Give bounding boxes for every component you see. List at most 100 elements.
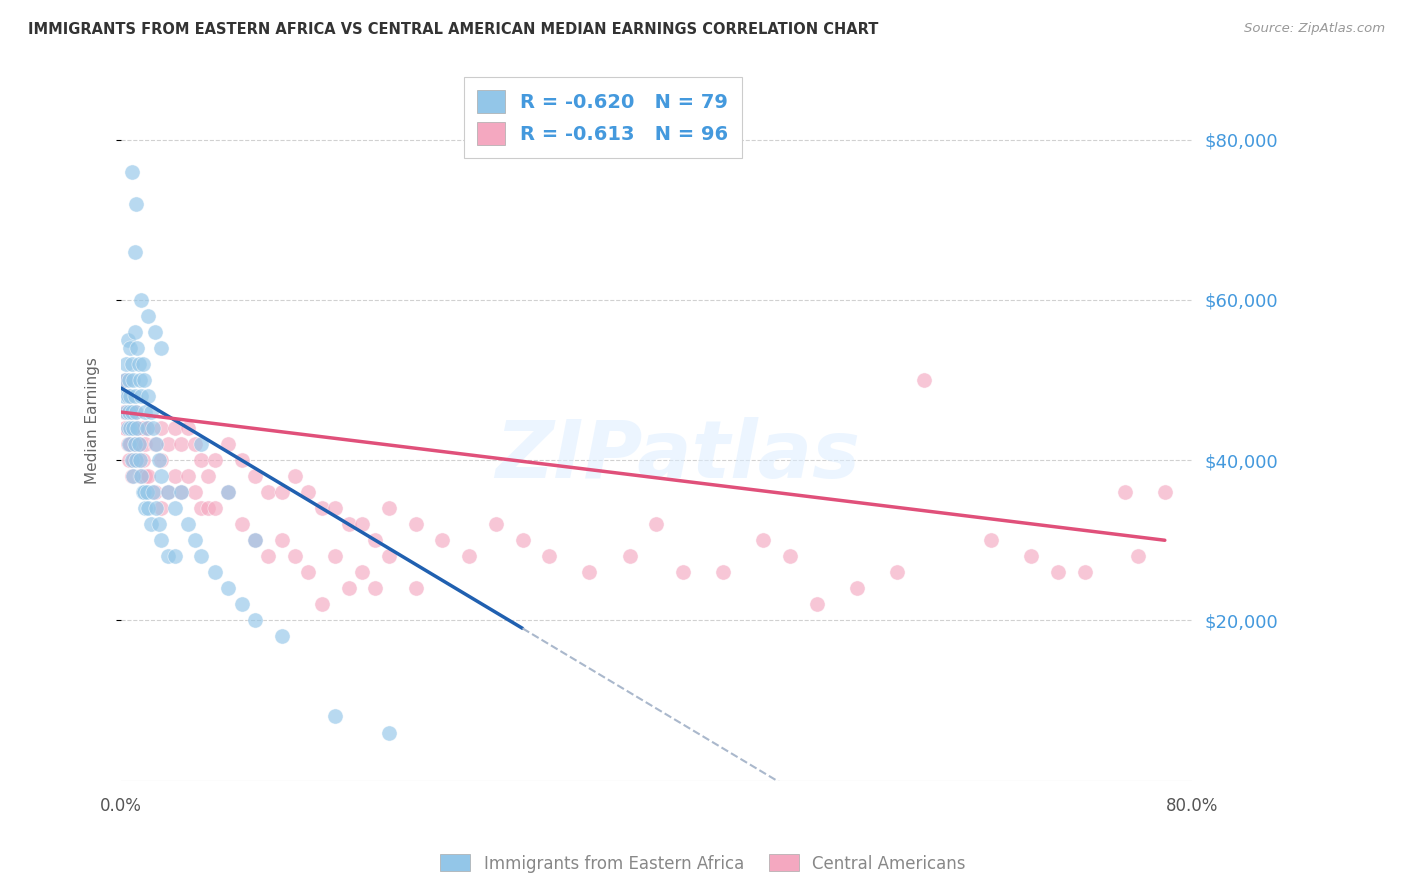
Point bbox=[124, 437, 146, 451]
Point bbox=[122, 421, 145, 435]
Point bbox=[128, 373, 150, 387]
Point bbox=[323, 501, 346, 516]
Point bbox=[128, 437, 150, 451]
Point bbox=[270, 629, 292, 643]
Point bbox=[150, 341, 173, 355]
Point bbox=[284, 549, 307, 564]
Point bbox=[243, 613, 266, 627]
Point bbox=[139, 517, 162, 532]
Point bbox=[350, 566, 373, 580]
Point bbox=[377, 501, 399, 516]
Point bbox=[120, 341, 142, 355]
Point bbox=[405, 517, 427, 532]
Point bbox=[912, 373, 935, 387]
Point bbox=[1046, 566, 1069, 580]
Point bbox=[121, 165, 143, 179]
Point bbox=[156, 549, 179, 564]
Point bbox=[136, 501, 159, 516]
Point bbox=[129, 293, 152, 307]
Point bbox=[127, 421, 149, 435]
Point bbox=[136, 389, 159, 403]
Point bbox=[124, 405, 146, 419]
Point bbox=[163, 469, 186, 483]
Point bbox=[297, 566, 319, 580]
Point bbox=[243, 469, 266, 483]
Point bbox=[156, 485, 179, 500]
Point bbox=[143, 485, 166, 500]
Point bbox=[124, 325, 146, 339]
Point bbox=[257, 549, 280, 564]
Point bbox=[132, 485, 155, 500]
Point bbox=[121, 453, 143, 467]
Point bbox=[350, 517, 373, 532]
Point bbox=[134, 405, 156, 419]
Point bbox=[190, 453, 212, 467]
Point bbox=[170, 485, 193, 500]
Point bbox=[148, 517, 170, 532]
Point bbox=[204, 501, 226, 516]
Point bbox=[197, 469, 219, 483]
Point bbox=[134, 437, 156, 451]
Point bbox=[364, 533, 387, 548]
Point bbox=[217, 485, 239, 500]
Point bbox=[124, 244, 146, 259]
Point bbox=[886, 566, 908, 580]
Point bbox=[217, 437, 239, 451]
Text: IMMIGRANTS FROM EASTERN AFRICA VS CENTRAL AMERICAN MEDIAN EARNINGS CORRELATION C: IMMIGRANTS FROM EASTERN AFRICA VS CENTRA… bbox=[28, 22, 879, 37]
Point bbox=[124, 437, 146, 451]
Point bbox=[297, 485, 319, 500]
Point bbox=[177, 421, 200, 435]
Point bbox=[128, 357, 150, 371]
Point bbox=[311, 598, 333, 612]
Point bbox=[1114, 485, 1136, 500]
Point bbox=[1073, 566, 1095, 580]
Point bbox=[150, 533, 173, 548]
Point bbox=[115, 357, 138, 371]
Point bbox=[115, 405, 138, 419]
Point bbox=[132, 373, 155, 387]
Point bbox=[163, 501, 186, 516]
Point bbox=[217, 485, 239, 500]
Point bbox=[231, 517, 253, 532]
Point bbox=[190, 501, 212, 516]
Point bbox=[128, 453, 150, 467]
Point bbox=[145, 501, 167, 516]
Point bbox=[619, 549, 641, 564]
Point bbox=[231, 598, 253, 612]
Point bbox=[131, 453, 153, 467]
Point bbox=[120, 421, 142, 435]
Point bbox=[120, 389, 142, 403]
Point bbox=[134, 469, 156, 483]
Point bbox=[127, 453, 149, 467]
Point bbox=[156, 485, 179, 500]
Point bbox=[143, 325, 166, 339]
Point bbox=[145, 437, 167, 451]
Point bbox=[311, 501, 333, 516]
Point bbox=[190, 437, 212, 451]
Point bbox=[114, 421, 136, 435]
Point bbox=[377, 725, 399, 739]
Point bbox=[779, 549, 801, 564]
Legend: Immigrants from Eastern Africa, Central Americans: Immigrants from Eastern Africa, Central … bbox=[433, 847, 973, 880]
Point bbox=[150, 421, 173, 435]
Point bbox=[127, 421, 149, 435]
Point bbox=[121, 469, 143, 483]
Point bbox=[432, 533, 454, 548]
Point bbox=[136, 469, 159, 483]
Text: ZIPatlas: ZIPatlas bbox=[495, 417, 860, 495]
Point bbox=[752, 533, 775, 548]
Point bbox=[243, 533, 266, 548]
Point bbox=[118, 405, 141, 419]
Point bbox=[118, 373, 141, 387]
Point bbox=[150, 501, 173, 516]
Point bbox=[136, 309, 159, 323]
Point bbox=[112, 389, 135, 403]
Text: Source: ZipAtlas.com: Source: ZipAtlas.com bbox=[1244, 22, 1385, 36]
Legend: R = -0.620   N = 79, R = -0.613   N = 96: R = -0.620 N = 79, R = -0.613 N = 96 bbox=[464, 77, 742, 159]
Point bbox=[217, 582, 239, 596]
Point bbox=[125, 453, 148, 467]
Point bbox=[125, 405, 148, 419]
Point bbox=[183, 485, 205, 500]
Point bbox=[114, 373, 136, 387]
Point bbox=[645, 517, 668, 532]
